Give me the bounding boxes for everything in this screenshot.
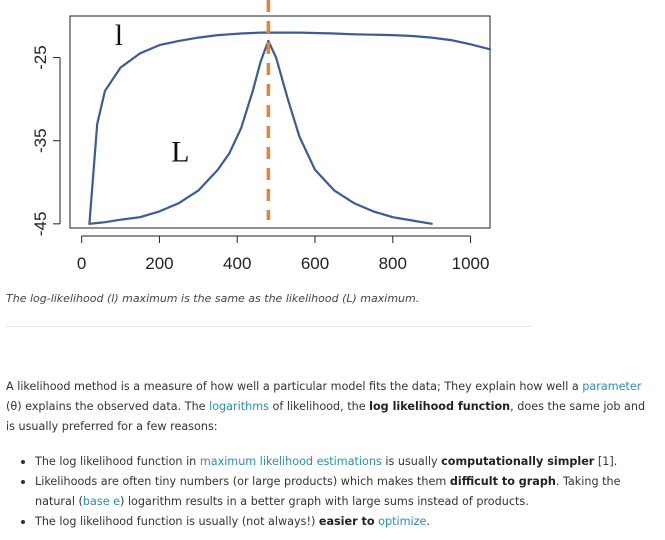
intro-bold-log-likelihood: log likelihood function <box>369 400 511 413</box>
link-parameter[interactable]: parameter <box>582 380 642 393</box>
x-tick-label: 1000 <box>452 254 490 273</box>
list-item: Likelihoods are often tiny numbers (or l… <box>6 472 656 512</box>
intro-text-1: A likelihood method is a measure of how … <box>6 380 583 393</box>
series-line-log-likelihood <box>88 31 492 225</box>
x-tick-label: 600 <box>301 254 329 273</box>
link-base-e[interactable]: base e <box>82 495 121 508</box>
link-optimize[interactable]: optimize <box>378 515 427 528</box>
reasons-list: The log likelihood function in maximum l… <box>6 452 656 532</box>
x-tick-label: 400 <box>223 254 251 273</box>
y-tick-label: -35 <box>31 128 50 153</box>
series-label: l <box>115 19 123 52</box>
bullet3-text-1: The log likelihood function is usually (… <box>35 515 319 528</box>
plot-frame <box>69 15 491 229</box>
intro-paragraph: A likelihood method is a measure of how … <box>6 377 656 437</box>
list-item: The log likelihood function is usually (… <box>6 512 656 532</box>
bullet3-bold: easier to <box>318 515 375 528</box>
series-line-likelihood <box>88 39 433 225</box>
bullet3-text-3: . <box>426 515 430 528</box>
bullet2-text-3: ) logarithm results in a better graph wi… <box>120 495 529 508</box>
bullet1-bold: computationally simpler <box>441 455 595 468</box>
series-label: L <box>171 135 189 168</box>
figure-caption: The log-likelihood (l) maximum is the sa… <box>6 292 420 305</box>
bullet2-bold: difficult to graph <box>449 475 556 488</box>
likelihood-figure: 0 200 400 600 800 1000 -45 -35 -25 l L <box>31 0 492 273</box>
x-tick-label: 800 <box>379 254 407 273</box>
y-tick-label: -25 <box>31 45 50 70</box>
section-divider <box>6 326 531 327</box>
y-tick-label: -45 <box>31 212 50 237</box>
bullet2-text-2: . Taking the natural ( <box>35 475 621 508</box>
x-tick-label: 200 <box>145 254 173 273</box>
list-item: The log likelihood function in maximum l… <box>6 452 656 472</box>
bullet1-text-1: The log likelihood function in <box>35 455 200 468</box>
bullet1-text-2: is usually <box>381 455 442 468</box>
x-tick-label: 0 <box>77 254 86 273</box>
bullet1-text-3: [1]. <box>594 455 618 468</box>
intro-text-3: of likelihood, the <box>268 400 370 413</box>
intro-text-4: , does the same job and is usually prefe… <box>6 400 646 433</box>
bullet2-text-1: Likelihoods are often tiny numbers (or l… <box>35 475 450 488</box>
link-logarithms[interactable]: logarithms <box>209 400 269 413</box>
link-maximum-likelihood-estimations[interactable]: maximum likelihood estimations <box>199 455 382 468</box>
intro-text-2: (θ) explains the observed data. The <box>6 400 210 413</box>
